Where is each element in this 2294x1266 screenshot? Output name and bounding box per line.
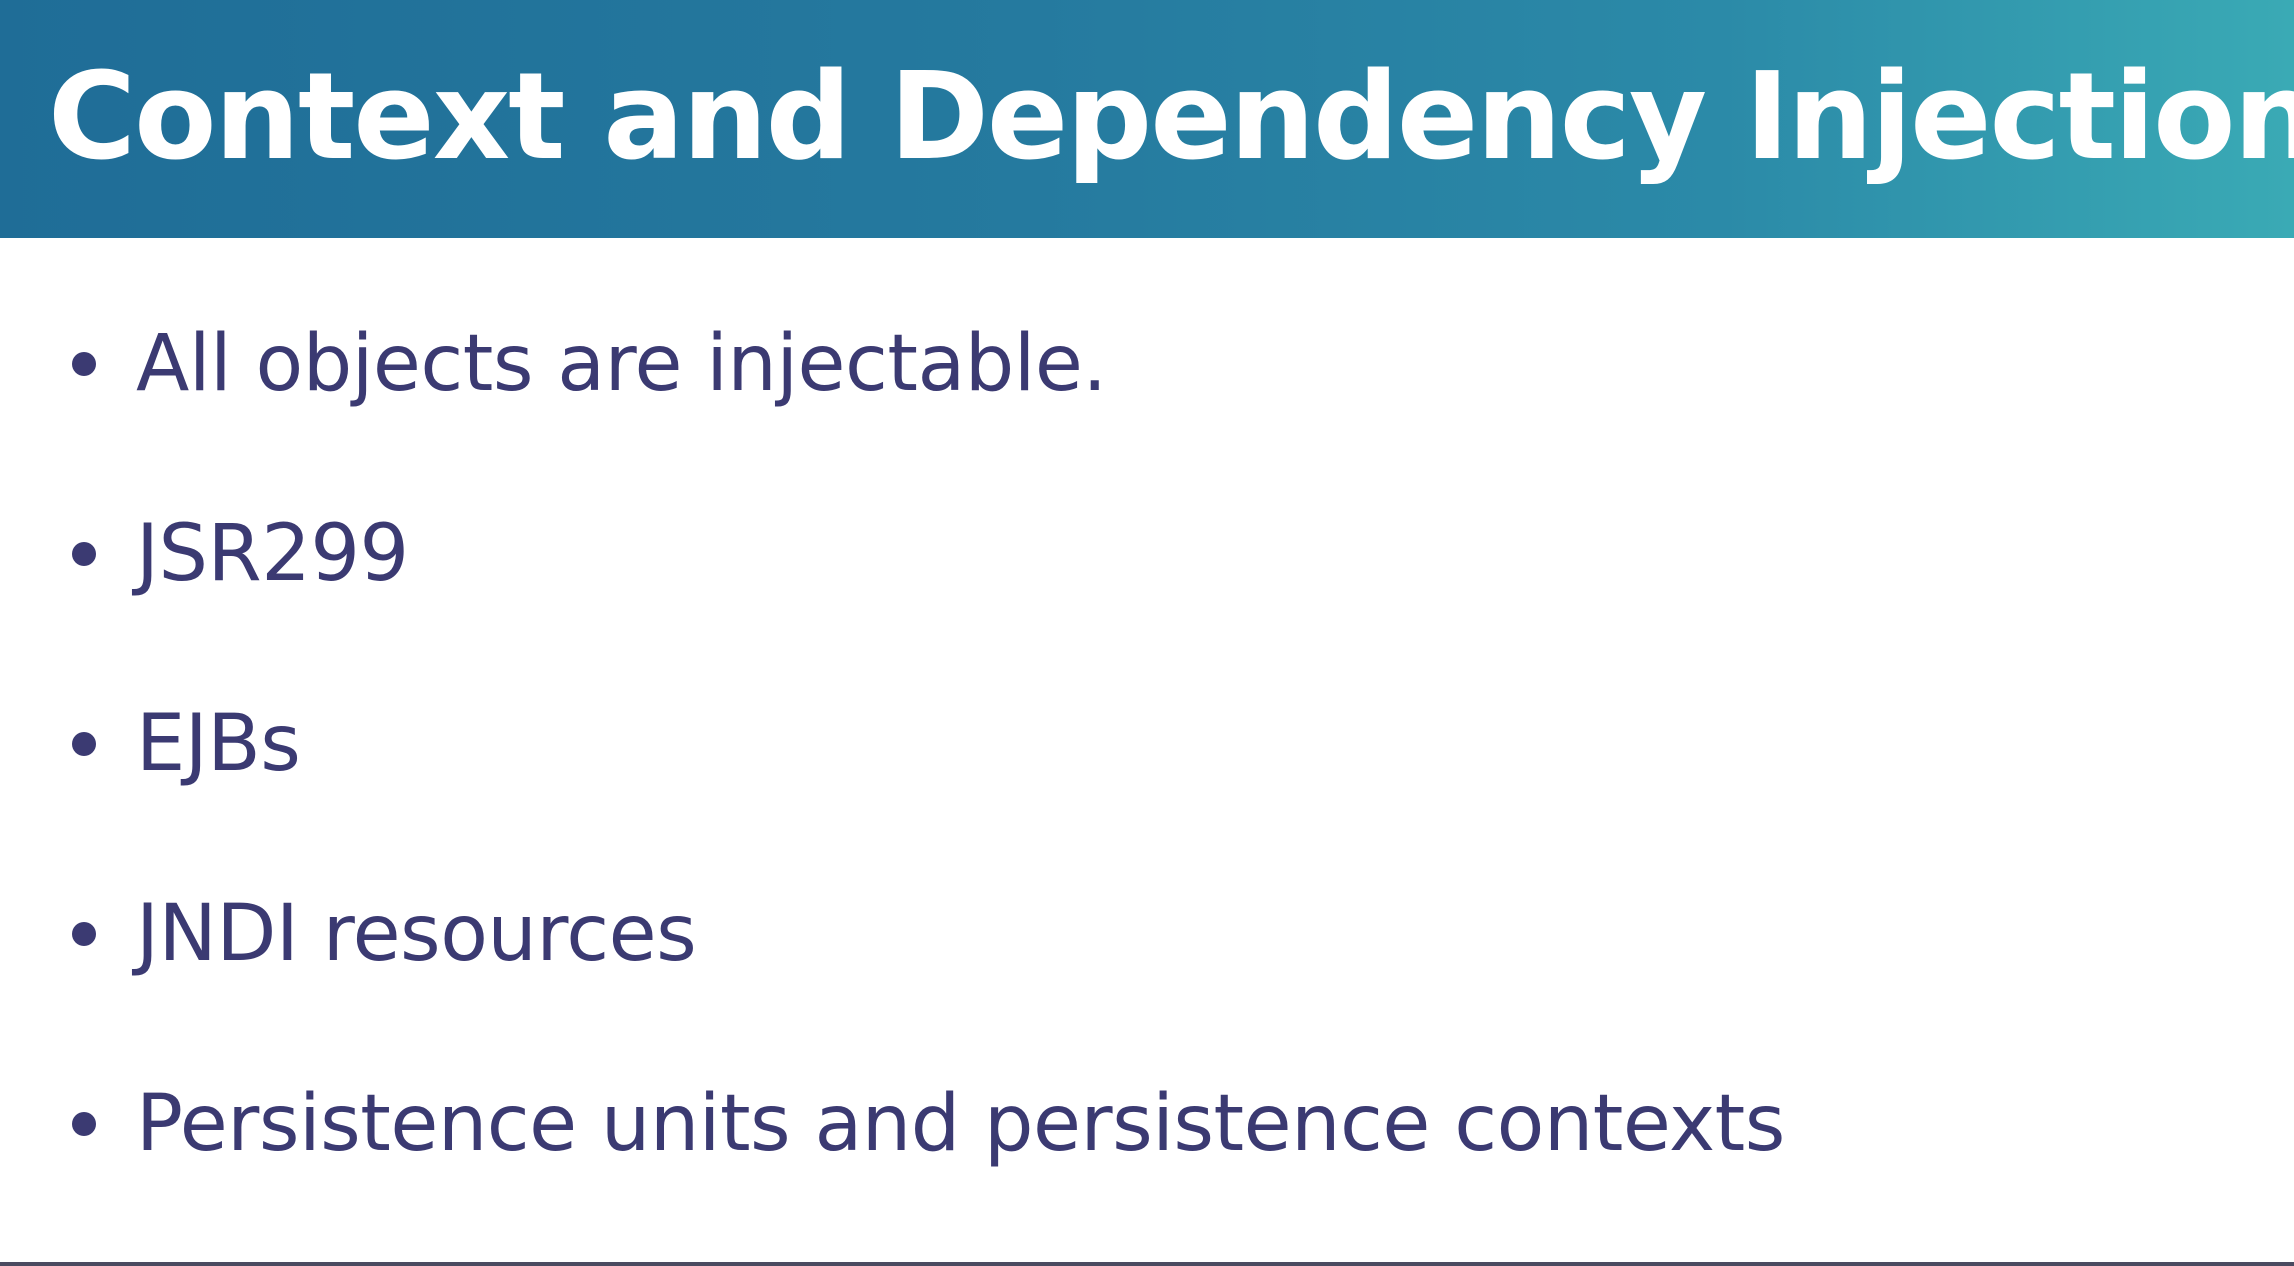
bullet-item: All objects are injectable. — [72, 304, 1107, 424]
slide-title: Context and Dependency Injection — [48, 48, 2294, 187]
bullet-icon — [72, 542, 96, 566]
bullet-item: Persistence units and persistence contex… — [72, 1064, 1785, 1184]
bullet-text: All objects are injectable. — [136, 319, 1107, 409]
bullet-icon — [72, 352, 96, 376]
bullet-icon — [72, 1112, 96, 1136]
bullet-icon — [72, 732, 96, 756]
bullet-item: JSR299 — [72, 494, 409, 614]
bottom-divider — [0, 1262, 2294, 1266]
bullet-text: Persistence units and persistence contex… — [136, 1079, 1785, 1169]
bullet-text: JNDI resources — [136, 889, 697, 979]
bullet-item: JNDI resources — [72, 874, 697, 994]
bullet-icon — [72, 922, 96, 946]
bullet-text: EJBs — [136, 699, 301, 789]
title-bar: Context and Dependency Injection — [0, 0, 2294, 238]
bullet-item: EJBs — [72, 684, 301, 804]
bullet-text: JSR299 — [136, 509, 409, 599]
